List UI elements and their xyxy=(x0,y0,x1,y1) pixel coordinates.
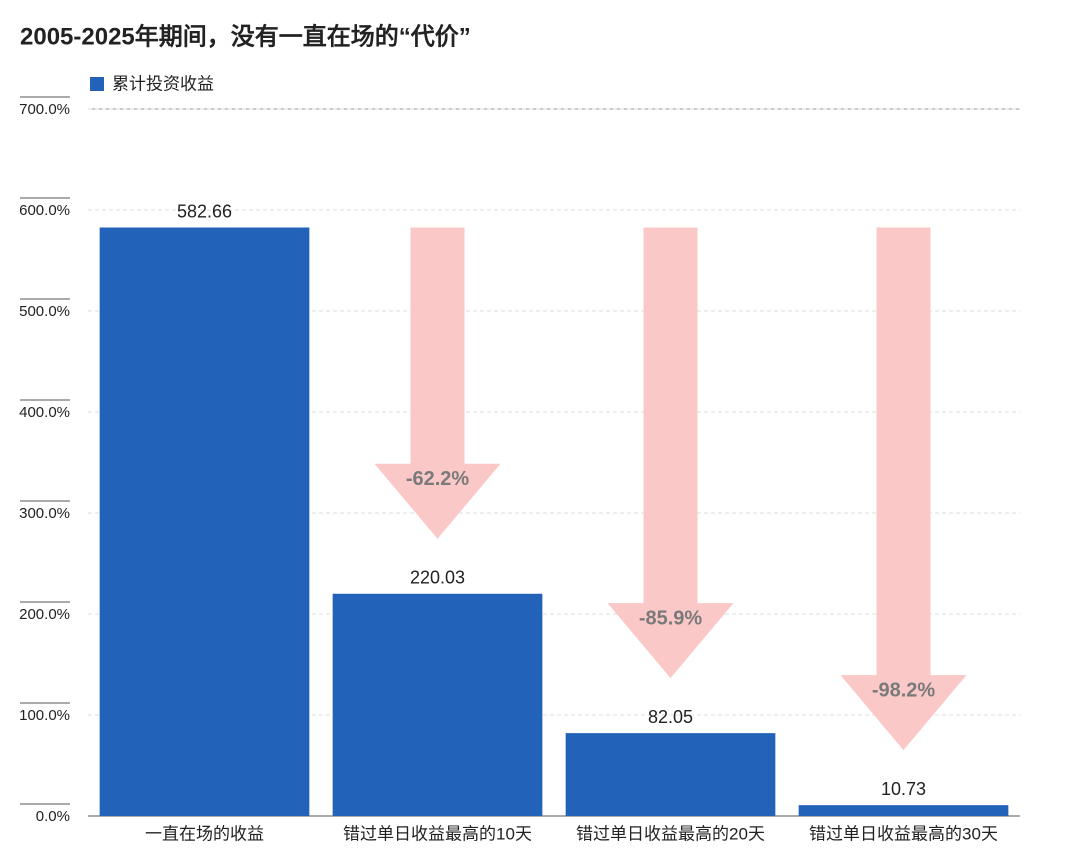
value-label: 582.66 xyxy=(177,201,232,221)
bar xyxy=(565,733,776,816)
arrow xyxy=(607,227,734,679)
y-tick-label: 100.0% xyxy=(19,707,70,724)
y-tick-label: 300.0% xyxy=(19,505,70,522)
x-tick-label: 错过单日收益最高的10天 xyxy=(343,824,532,843)
y-tick-label: 500.0% xyxy=(19,303,70,320)
legend-label: 累计投资收益 xyxy=(112,74,214,93)
y-tick-label: 200.0% xyxy=(19,606,70,623)
annotation: -98.2% xyxy=(872,679,936,701)
x-tick-label: 错过单日收益最高的20天 xyxy=(576,824,765,843)
y-tick-label: 0.0% xyxy=(36,808,70,825)
value-label: 10.73 xyxy=(881,779,926,799)
value-label: 82.05 xyxy=(648,707,693,727)
arrow xyxy=(840,227,967,751)
annotation: -85.9% xyxy=(639,607,703,629)
x-tick-label: 一直在场的收益 xyxy=(145,824,264,843)
x-tick-label: 错过单日收益最高的30天 xyxy=(809,824,998,843)
bar xyxy=(332,593,543,816)
bar xyxy=(99,227,310,816)
bar xyxy=(798,805,1009,816)
annotation: -62.2% xyxy=(406,468,470,490)
value-label: 220.03 xyxy=(410,568,465,588)
arrow xyxy=(374,227,501,539)
y-tick-label: 700.0% xyxy=(19,101,70,118)
legend-swatch xyxy=(90,77,104,91)
chart-title: 2005-2025年期间，没有一直在场的“代价” xyxy=(20,22,471,50)
y-tick-label: 600.0% xyxy=(19,202,70,219)
y-tick-label: 400.0% xyxy=(19,404,70,421)
